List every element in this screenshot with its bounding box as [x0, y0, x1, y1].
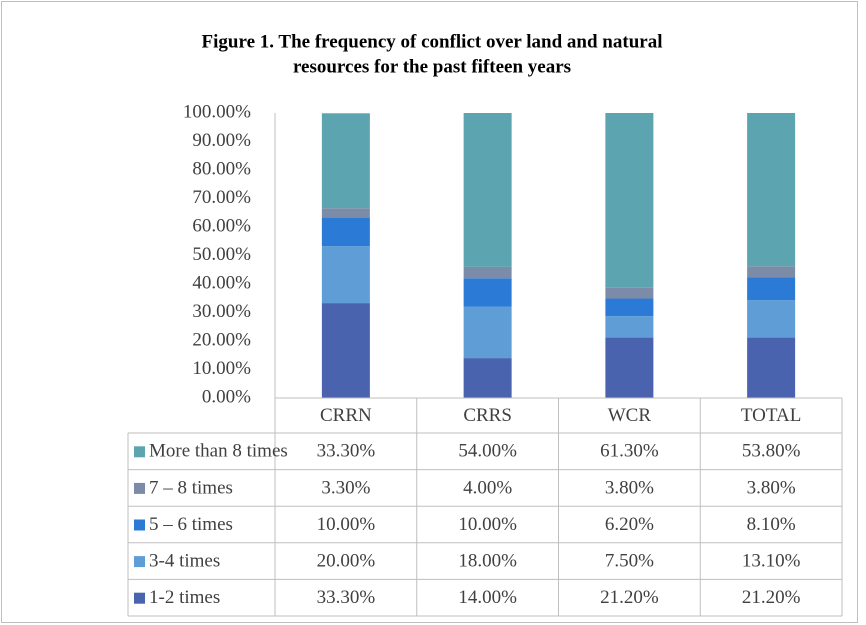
data-label: 21.20% [742, 587, 801, 608]
y-tick-label: 0.00% [202, 386, 251, 407]
bar-segment [321, 208, 370, 218]
bar-segment [321, 217, 370, 247]
bar-segment [321, 113, 370, 209]
bar-segment [463, 266, 512, 279]
bar-segment [463, 306, 512, 359]
data-label: 20.00% [317, 550, 376, 571]
y-tick-label: 50.00% [192, 244, 251, 265]
x-tick-label: WCR [608, 405, 652, 426]
y-tick-label: 40.00% [192, 272, 251, 293]
data-label: 3.30% [321, 477, 370, 498]
legend-marker [134, 446, 145, 458]
bar-segment [463, 278, 512, 307]
data-label: 7.50% [605, 550, 654, 571]
data-label: 53.80% [742, 441, 801, 462]
data-label: 6.20% [605, 514, 654, 535]
x-tick-label: TOTAL [741, 405, 801, 426]
bar-segment [321, 246, 370, 304]
data-label: 61.30% [600, 441, 659, 462]
legend-label: 1-2 times [149, 587, 220, 608]
bar-segment [321, 303, 370, 398]
y-tick-label: 20.00% [192, 329, 251, 350]
bar-segment [747, 337, 796, 398]
y-tick-label: 70.00% [192, 187, 251, 208]
bar-segment [747, 277, 796, 301]
data-label: 8.10% [747, 514, 796, 535]
y-tick-label: 10.00% [192, 358, 251, 379]
bar-segment [747, 266, 796, 278]
data-label: 3.80% [605, 477, 654, 498]
legend-marker [134, 519, 145, 531]
legend-marker [134, 482, 145, 494]
y-tick-label: 60.00% [192, 215, 251, 236]
data-label: 33.30% [317, 441, 376, 462]
bar-segment [605, 316, 654, 338]
legend-label: 7 – 8 times [149, 477, 233, 498]
bar-segment [605, 287, 654, 299]
data-label: 10.00% [458, 514, 517, 535]
data-label: 33.30% [317, 587, 376, 608]
data-label: 3.80% [747, 477, 796, 498]
legend-label: 3-4 times [149, 550, 220, 571]
data-label: 13.10% [742, 550, 801, 571]
chart-title: Figure 1. The frequency of conflict over… [202, 31, 663, 52]
bar-segment [605, 337, 654, 398]
chart-title: resources for the past fifteen years [293, 56, 571, 77]
legend-marker [134, 556, 145, 568]
y-tick-label: 90.00% [192, 130, 251, 151]
y-tick-label: 30.00% [192, 301, 251, 322]
data-label: 21.20% [600, 587, 659, 608]
bar-segment [605, 298, 654, 317]
data-label: 14.00% [458, 587, 517, 608]
bar-segment [747, 113, 796, 267]
data-label: 10.00% [317, 514, 376, 535]
legend-label: More than 8 times [149, 441, 288, 462]
bar-segment [747, 300, 796, 338]
x-tick-label: CRRN [320, 405, 372, 426]
bar-segment [463, 358, 512, 398]
y-tick-label: 80.00% [192, 158, 251, 179]
bar-segment [605, 113, 654, 288]
data-label: 4.00% [463, 477, 512, 498]
data-label: 54.00% [458, 441, 517, 462]
legend-label: 5 – 6 times [149, 514, 233, 535]
y-tick-label: 100.00% [183, 101, 251, 122]
legend-marker [134, 592, 145, 604]
x-tick-label: CRRS [463, 405, 512, 426]
bar-segment [463, 113, 512, 267]
data-label: 18.00% [458, 550, 517, 571]
